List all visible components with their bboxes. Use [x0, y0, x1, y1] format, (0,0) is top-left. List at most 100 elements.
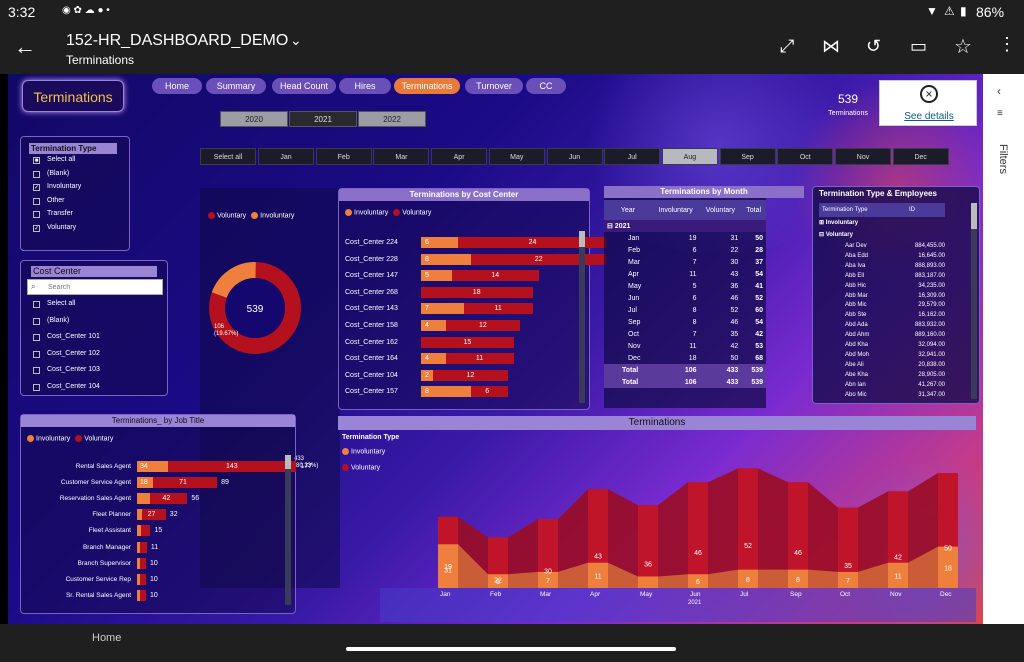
bar-voluntary[interactable] — [433, 369, 508, 381]
month-aug[interactable]: Aug — [661, 148, 718, 165]
bar-involuntary[interactable] — [421, 369, 434, 381]
share-icon[interactable]: ⋈ — [822, 36, 840, 56]
year-2020[interactable]: 2020 — [220, 111, 288, 127]
column-involuntary[interactable] — [588, 562, 608, 588]
comment-icon[interactable]: ▭ — [910, 36, 928, 56]
bar-involuntary[interactable] — [137, 461, 168, 472]
cc-checkbox[interactable] — [33, 384, 40, 391]
nav-pill-cc[interactable]: CC — [526, 78, 566, 94]
home-tab-label[interactable]: Home — [92, 632, 122, 644]
checkbox-transfer[interactable] — [33, 211, 40, 219]
cc-checkbox[interactable] — [33, 301, 40, 308]
month-jun[interactable]: Jun — [546, 148, 603, 165]
collapse-minus-icon[interactable]: ⊟ — [819, 232, 826, 238]
scrollbar[interactable] — [579, 231, 585, 403]
bar-involuntary[interactable] — [421, 353, 446, 365]
bar-voluntary[interactable] — [141, 525, 151, 537]
bar-voluntary[interactable] — [140, 541, 147, 553]
report-title[interactable]: 152-HR_DASHBOARD_DEMO — [66, 32, 289, 49]
checkbox-involuntary[interactable]: ✓ — [33, 184, 40, 192]
bar-involuntary[interactable] — [137, 509, 142, 521]
scrollbar[interactable] — [285, 455, 291, 605]
checkbox-blank[interactable] — [33, 170, 40, 178]
month-nov[interactable]: Nov — [835, 148, 891, 165]
month-apr[interactable]: Apr — [431, 148, 488, 165]
favorite-star-icon[interactable]: ☆ — [954, 36, 972, 58]
year-2021[interactable]: 2021 — [289, 111, 357, 127]
column-voluntary[interactable] — [688, 482, 708, 588]
chevron-down-icon[interactable]: ⌄ — [290, 32, 302, 48]
column-voluntary[interactable] — [788, 482, 808, 588]
group-voluntary[interactable]: ⊟ Voluntary — [819, 232, 853, 238]
column-involuntary[interactable] — [888, 562, 908, 588]
see-details-link[interactable]: See details — [904, 111, 954, 122]
nav-pill-hires[interactable]: Hires — [339, 78, 391, 94]
column-voluntary[interactable] — [538, 519, 558, 588]
bar-voluntary[interactable] — [421, 286, 533, 298]
scrollbar[interactable] — [971, 203, 977, 399]
cc-checkbox[interactable] — [33, 334, 40, 342]
cc-checkbox[interactable] — [33, 317, 40, 325]
bar-voluntary[interactable] — [470, 386, 508, 398]
bar-involuntary[interactable] — [137, 557, 140, 569]
bar-voluntary[interactable] — [140, 589, 147, 601]
month-select-all[interactable]: Select all — [200, 148, 256, 165]
bar-voluntary[interactable] — [153, 477, 218, 489]
checkbox-voluntary[interactable]: ✓ — [33, 225, 40, 232]
column-involuntary[interactable] — [638, 576, 658, 589]
area-involuntary[interactable] — [438, 544, 958, 588]
bar-voluntary[interactable] — [140, 557, 147, 569]
year-2022[interactable]: 2022 — [358, 111, 426, 127]
nav-pill-home[interactable]: Home — [152, 78, 202, 94]
more-options-icon[interactable]: ⋮ — [998, 34, 1016, 54]
month-jan[interactable]: Jan — [258, 148, 314, 165]
month-dec[interactable]: Dec — [892, 148, 949, 165]
bar-voluntary[interactable] — [458, 237, 607, 248]
bar-involuntary[interactable] — [421, 253, 471, 265]
group-involuntary[interactable]: ⊞ Involuntary — [819, 220, 859, 226]
checkbox-other[interactable] — [33, 197, 40, 205]
month-feb[interactable]: Feb — [315, 148, 372, 165]
donut-chart[interactable]: 539 — [200, 248, 340, 358]
month-may[interactable]: May — [488, 148, 545, 165]
bar-involuntary[interactable] — [137, 541, 140, 553]
column-involuntary[interactable] — [838, 571, 858, 588]
bar-voluntary[interactable] — [464, 303, 533, 315]
column-involuntary[interactable] — [488, 574, 508, 588]
column-involuntary[interactable] — [438, 544, 458, 588]
bar-voluntary[interactable] — [470, 253, 607, 265]
month-sep[interactable]: Sep — [719, 148, 776, 165]
reset-icon[interactable]: ↺ — [866, 36, 882, 56]
bar-involuntary[interactable] — [421, 237, 459, 248]
column-involuntary[interactable] — [688, 574, 708, 588]
filter-pane[interactable]: ‹ ≡ Filters — [983, 74, 1024, 624]
see-details-card[interactable]: × See details — [879, 80, 977, 126]
column-voluntary[interactable] — [638, 505, 658, 588]
nav-pill-turnover[interactable]: Turnover — [465, 78, 523, 94]
bar-voluntary[interactable] — [452, 270, 539, 282]
close-icon[interactable]: × — [920, 85, 938, 103]
search-input[interactable] — [27, 279, 163, 295]
bar-voluntary[interactable] — [167, 461, 297, 472]
gesture-handle[interactable] — [346, 647, 676, 651]
bar-involuntary[interactable] — [137, 589, 140, 601]
back-arrow-icon[interactable]: ← — [14, 34, 36, 59]
table-group-row[interactable]: ⊟ 2021 — [604, 220, 766, 232]
bar-voluntary[interactable] — [141, 509, 166, 521]
cc-checkbox[interactable] — [33, 367, 40, 375]
bar-voluntary[interactable] — [149, 493, 188, 505]
bar-involuntary[interactable] — [137, 573, 140, 585]
bar-involuntary[interactable] — [421, 303, 465, 315]
expand-plus-icon[interactable]: ⊞ — [819, 220, 826, 226]
bar-involuntary[interactable] — [137, 493, 150, 505]
cc-checkbox[interactable] — [33, 350, 40, 358]
month-mar[interactable]: Mar — [373, 148, 430, 165]
nav-pill-head-count[interactable]: Head Count — [272, 78, 336, 94]
collapse-arrow-icon[interactable]: ‹ — [997, 84, 1001, 98]
bar-voluntary[interactable] — [421, 336, 514, 348]
column-involuntary[interactable] — [538, 571, 558, 588]
bar-voluntary[interactable] — [140, 573, 147, 585]
donut-involuntary-slice[interactable] — [206, 259, 303, 356]
bar-involuntary[interactable] — [137, 525, 142, 537]
